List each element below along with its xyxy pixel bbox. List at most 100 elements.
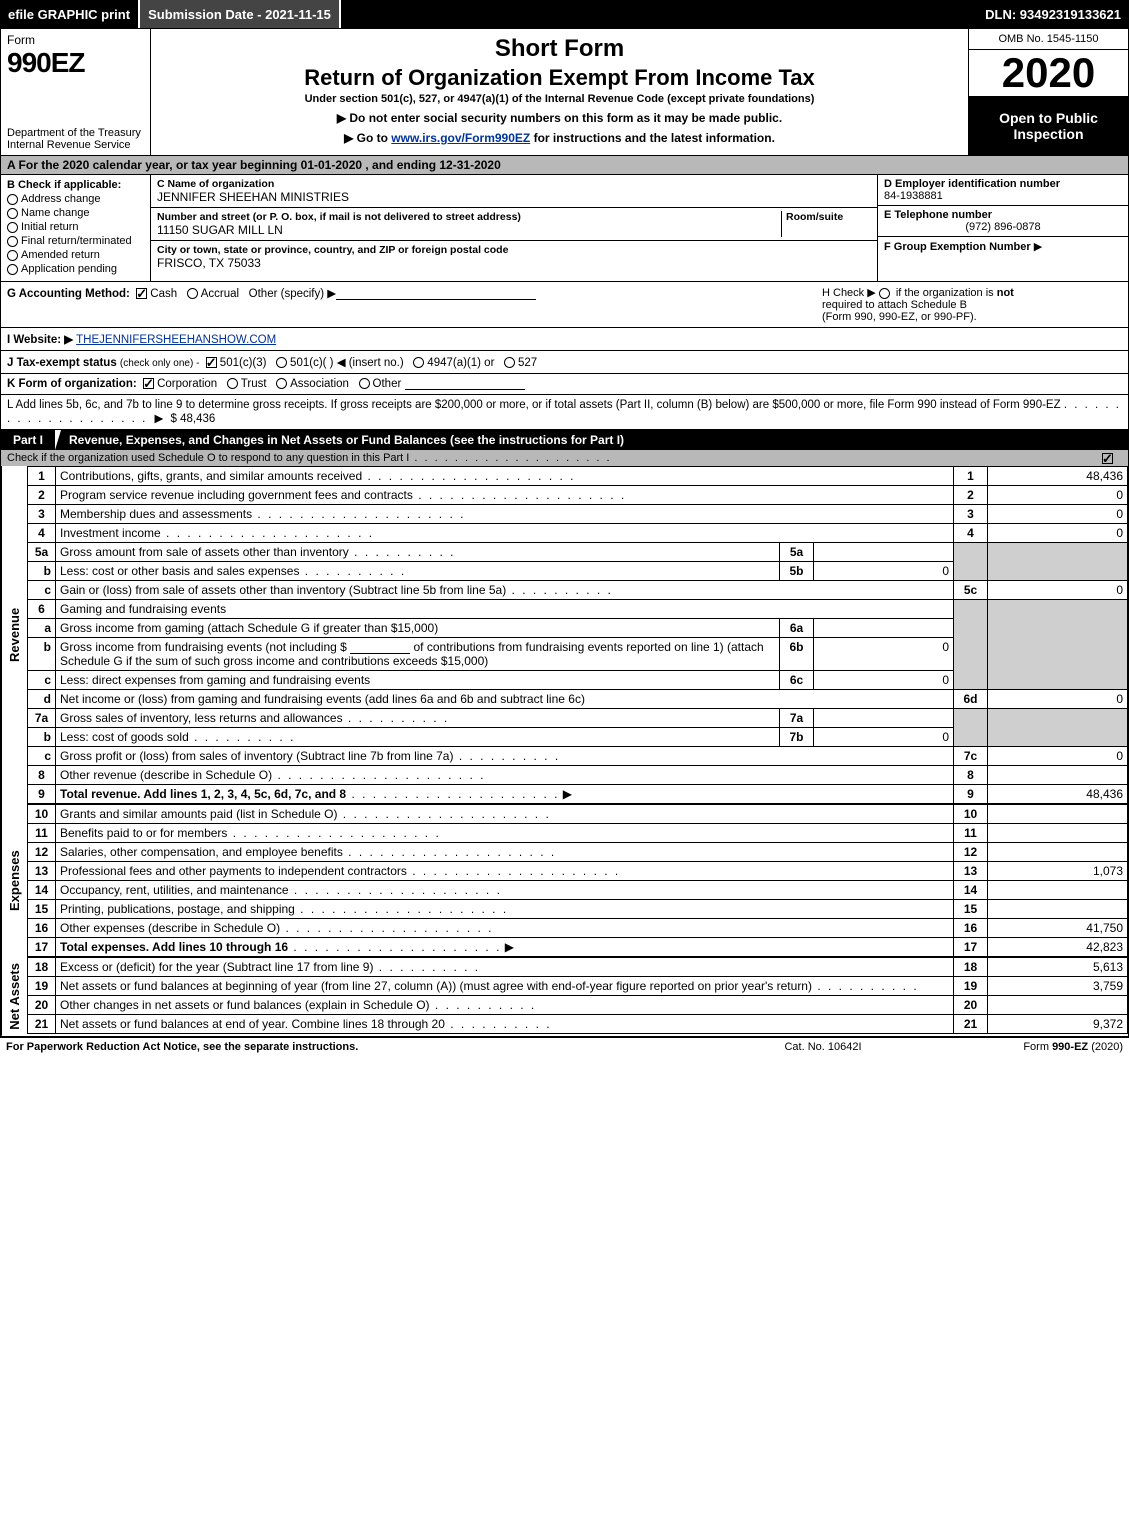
line-19-num: 19 (28, 977, 56, 996)
website-label: I Website: ▶ (7, 334, 73, 346)
shade-cell (954, 728, 988, 747)
block-bcdef: B Check if applicable: Address change Na… (1, 175, 1128, 282)
irs-form-link[interactable]: www.irs.gov/Form990EZ (391, 131, 530, 145)
line-16-desc: Other expenses (describe in Schedule O) (60, 921, 280, 935)
expenses-vlabel: Expenses (1, 804, 27, 957)
line-16: 16 Other expenses (describe in Schedule O… (28, 919, 1128, 938)
line-1-num: 1 (28, 467, 56, 486)
line-h-text3: required to attach Schedule B (822, 299, 967, 311)
line-7b-num: b (28, 728, 56, 747)
501c3-checkbox[interactable] (206, 357, 217, 368)
line-11-num: 11 (28, 824, 56, 843)
address-change-checkbox[interactable] (7, 194, 18, 205)
website-link[interactable]: THEJENNIFERSHEEHANSHOW.COM (76, 334, 276, 346)
line-6d-val: 0 (988, 690, 1128, 709)
dots-icon (289, 883, 502, 897)
schedule-o-checkbox[interactable] (1102, 453, 1113, 464)
net-assets-table: 18Excess or (deficit) for the year (Subt… (27, 957, 1128, 1034)
line-11-rl: 11 (954, 824, 988, 843)
line-19-val: 3,759 (988, 977, 1128, 996)
form-header: Form 990EZ Department of the Treasury In… (1, 29, 1128, 156)
line-6c-mv: 0 (814, 671, 954, 690)
application-pending-checkbox[interactable] (7, 264, 18, 275)
501c-checkbox[interactable] (276, 357, 287, 368)
shade-cell (988, 709, 1128, 728)
line-2-rl: 2 (954, 486, 988, 505)
line-13-desc: Professional fees and other payments to … (60, 864, 407, 878)
line-7c-desc: Gross profit or (loss) from sales of inv… (60, 749, 453, 763)
line-19: 19Net assets or fund balances at beginni… (28, 977, 1128, 996)
group-exemption-arrow: ▶ (1034, 241, 1042, 253)
cash-checkbox[interactable] (136, 288, 147, 299)
part1-header: Part I Revenue, Expenses, and Changes in… (1, 430, 1128, 450)
line-7b-mv: 0 (814, 728, 954, 747)
corporation-checkbox[interactable] (143, 378, 154, 389)
line-16-rl: 16 (954, 919, 988, 938)
shade-cell (954, 619, 988, 638)
name-change-checkbox[interactable] (7, 208, 18, 219)
dots-icon (346, 787, 559, 801)
shade-cell (988, 562, 1128, 581)
line-12-val (988, 843, 1128, 862)
line-6b: b Gross income from fundraising events (… (28, 638, 1128, 671)
shade-cell (988, 671, 1128, 690)
other-org-checkbox[interactable] (359, 378, 370, 389)
line-4: 4 Investment income 4 0 (28, 524, 1128, 543)
other-org-label: Other (373, 378, 402, 390)
line-8-num: 8 (28, 766, 56, 785)
other-specify-blank (336, 288, 536, 300)
page-footer: For Paperwork Reduction Act Notice, see … (0, 1037, 1129, 1056)
line-21-num: 21 (28, 1015, 56, 1034)
association-label: Association (290, 378, 349, 390)
initial-return-checkbox[interactable] (7, 222, 18, 233)
line-12-num: 12 (28, 843, 56, 862)
corporation-label: Corporation (157, 378, 217, 390)
line-14-rl: 14 (954, 881, 988, 900)
revenue-section: Revenue 1 Contributions, gifts, grants, … (1, 466, 1128, 804)
amended-return-checkbox[interactable] (7, 250, 18, 261)
submission-date-button[interactable]: Submission Date - 2021-11-15 (140, 0, 341, 28)
line-g-h: H Check ▶ if the organization is not req… (1, 282, 1128, 328)
line-7a-ml: 7a (780, 709, 814, 728)
trust-checkbox[interactable] (227, 378, 238, 389)
line-9-num: 9 (28, 785, 56, 804)
dots-icon (812, 979, 919, 993)
line-7a-mv (814, 709, 954, 728)
dots-icon (407, 864, 620, 878)
line-15-rl: 15 (954, 900, 988, 919)
line-7c-num: c (28, 747, 56, 766)
final-return-checkbox[interactable] (7, 236, 18, 247)
goto-prefix: ▶ Go to (344, 131, 391, 145)
line-h-checkbox[interactable] (879, 288, 890, 299)
527-checkbox[interactable] (504, 357, 515, 368)
line-6a: a Gross income from gaming (attach Sched… (28, 619, 1128, 638)
form-outer: Form 990EZ Department of the Treasury In… (0, 28, 1129, 1037)
form-number: 990EZ (7, 47, 144, 79)
short-form-title: Short Form (159, 35, 960, 63)
association-checkbox[interactable] (276, 378, 287, 389)
line-9: 9 Total revenue. Add lines 1, 2, 3, 4, 5… (28, 785, 1128, 804)
shade-cell (954, 638, 988, 671)
header-left: Form 990EZ Department of the Treasury In… (1, 29, 151, 155)
tax-exempt-sub: (check only one) - (120, 358, 199, 369)
line-12: 12Salaries, other compensation, and empl… (28, 843, 1128, 862)
line-18-num: 18 (28, 958, 56, 977)
line-20-num: 20 (28, 996, 56, 1015)
line-6c-desc: Less: direct expenses from gaming and fu… (60, 673, 370, 687)
section-c: C Name of organization JENNIFER SHEEHAN … (151, 175, 878, 281)
line-7a-num: 7a (28, 709, 56, 728)
line-l-arrow (150, 413, 167, 425)
line-5a-num: 5a (28, 543, 56, 562)
dots-icon (343, 711, 450, 725)
line-h: H Check ▶ if the organization is not req… (822, 286, 1122, 323)
line-7b-desc: Less: cost of goods sold (60, 730, 189, 744)
accrual-checkbox[interactable] (187, 288, 198, 299)
line-6d: d Net income or (loss) from gaming and f… (28, 690, 1128, 709)
revenue-table: 1 Contributions, gifts, grants, and simi… (27, 466, 1128, 804)
4947a1-checkbox[interactable] (413, 357, 424, 368)
ein-value: 84-1938881 (884, 190, 943, 202)
line-6a-ml: 6a (780, 619, 814, 638)
line-5b: b Less: cost or other basis and sales ex… (28, 562, 1128, 581)
dots-icon (343, 845, 556, 859)
telephone-label: E Telephone number (884, 209, 992, 221)
